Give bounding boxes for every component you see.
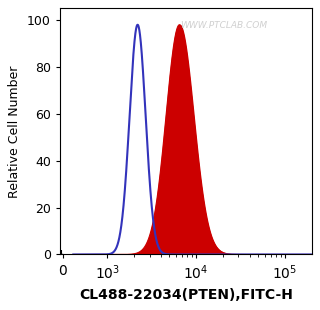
X-axis label: CL488-22034(PTEN),FITC-H: CL488-22034(PTEN),FITC-H [79, 288, 293, 302]
Y-axis label: Relative Cell Number: Relative Cell Number [8, 65, 21, 197]
Text: WWW.PTCLAB.COM: WWW.PTCLAB.COM [180, 21, 267, 30]
